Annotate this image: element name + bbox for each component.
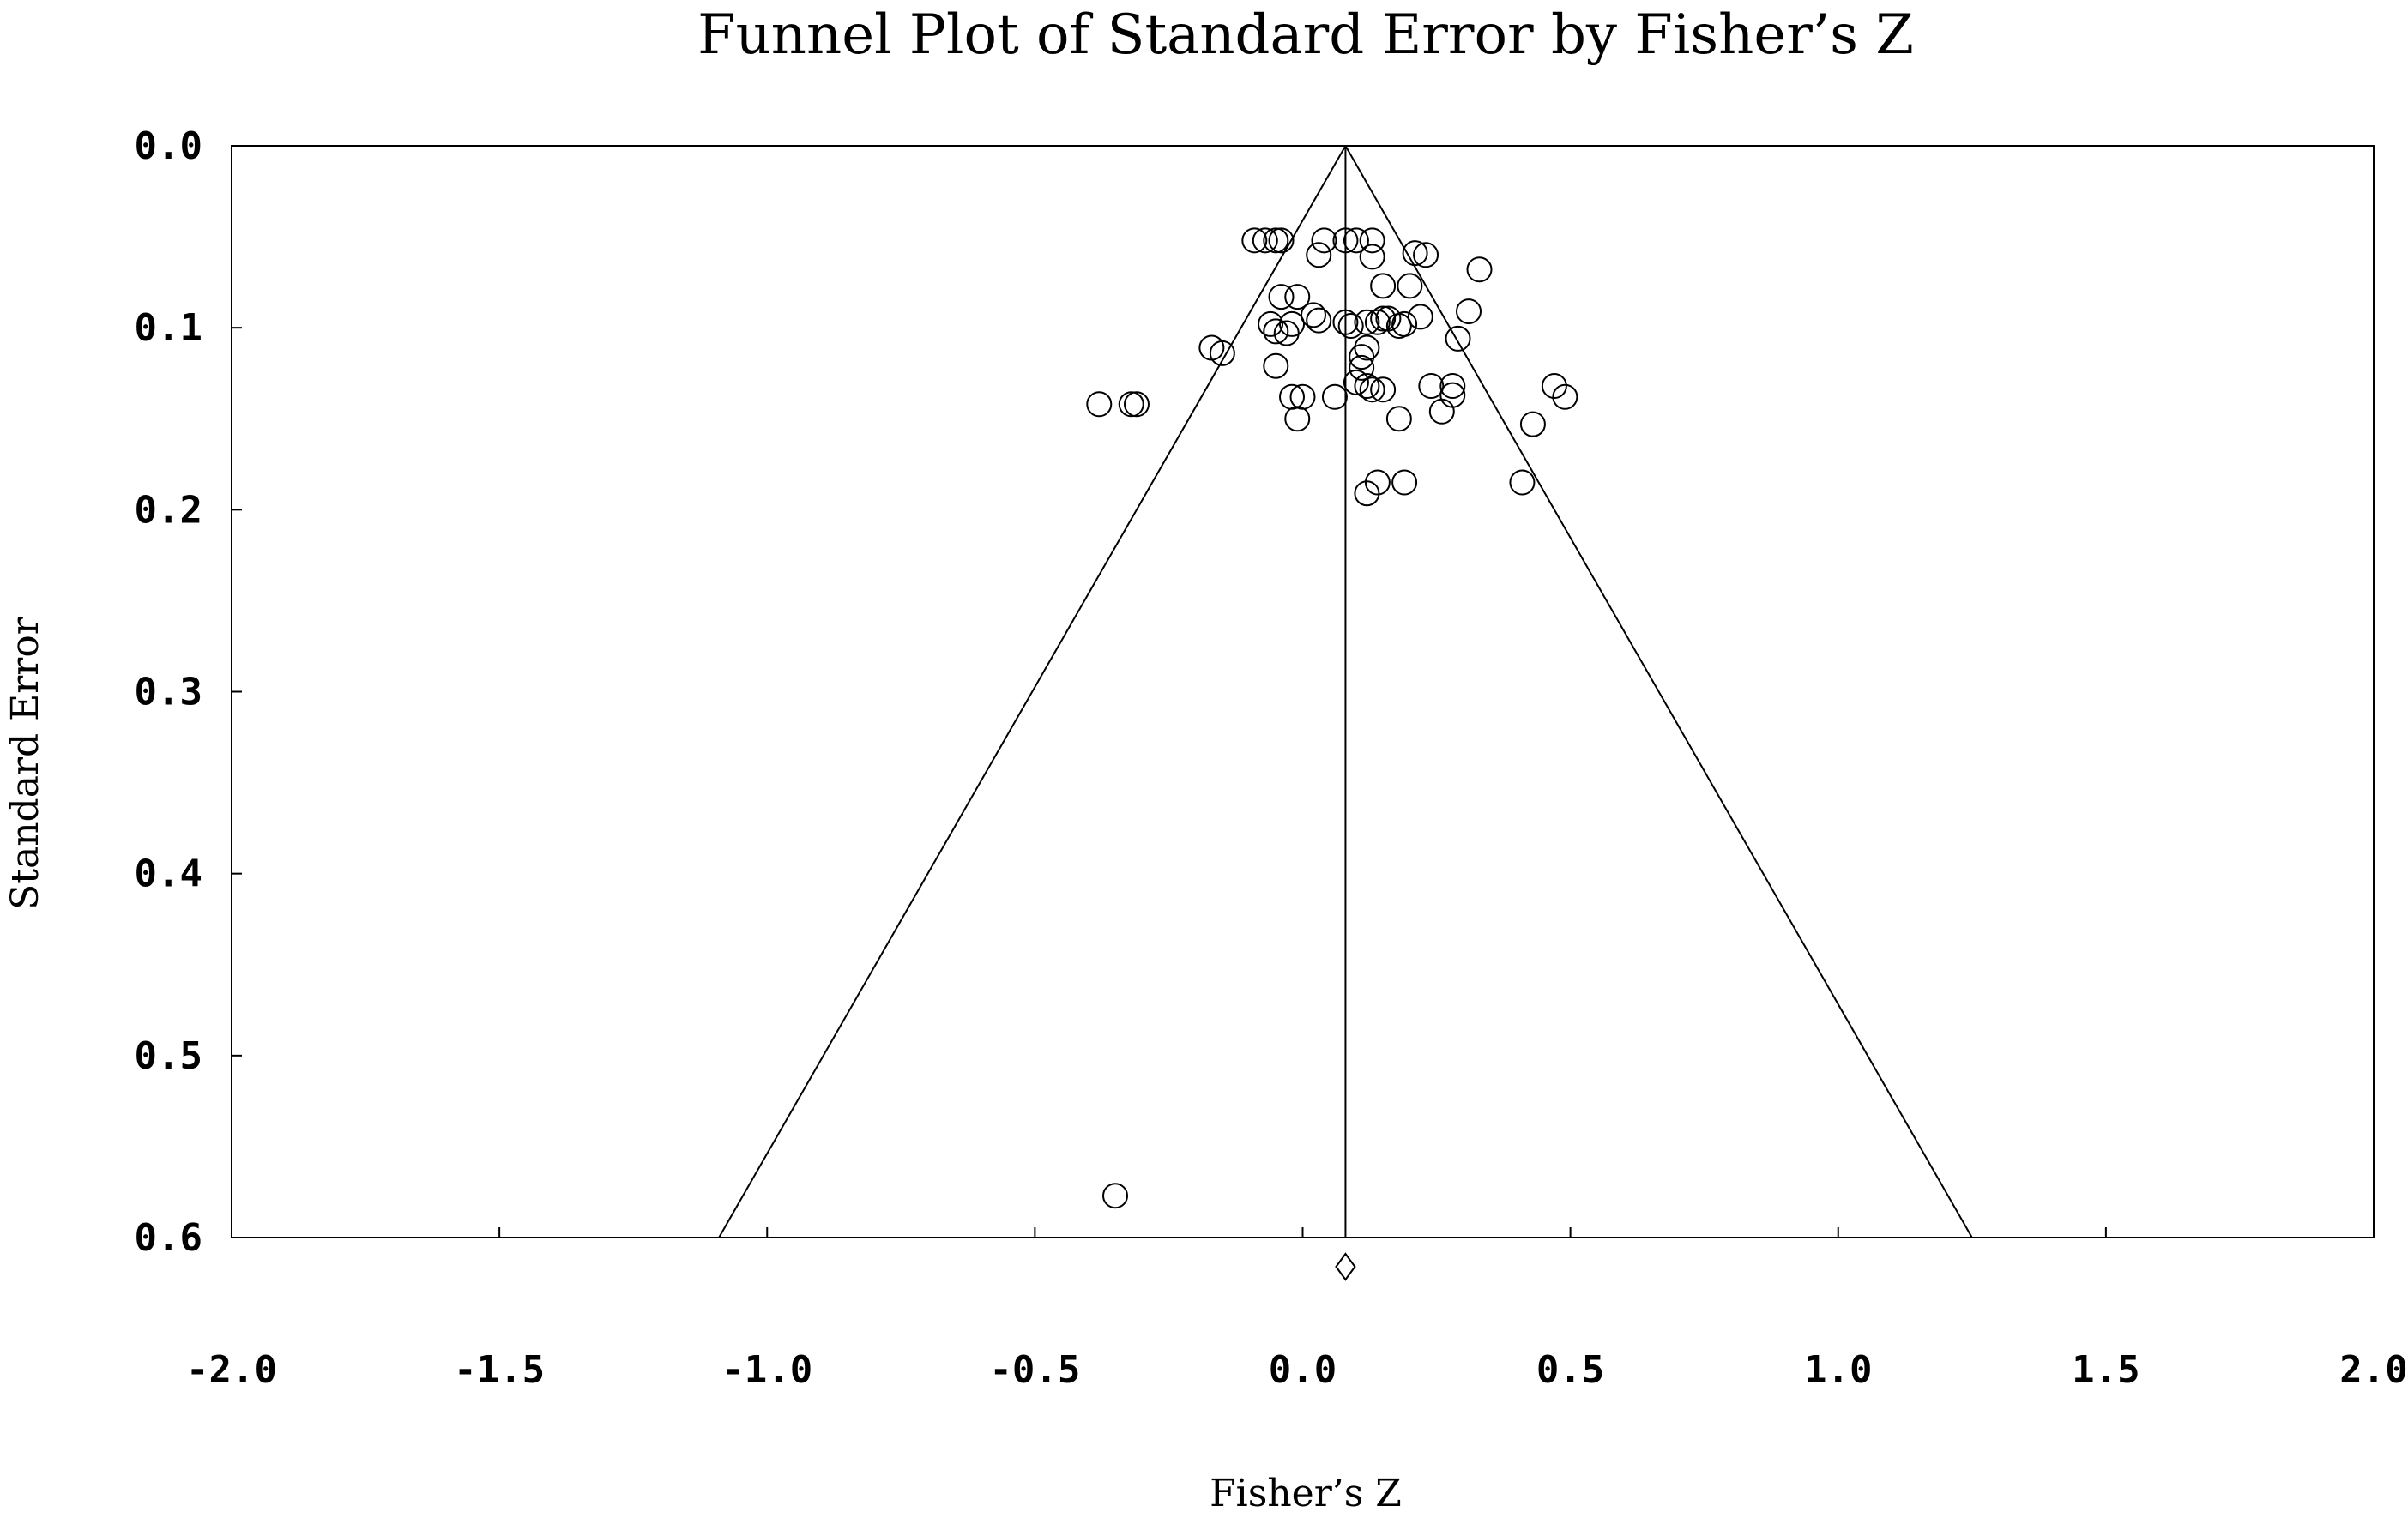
study-point — [1306, 307, 1332, 334]
study-point — [1332, 227, 1359, 254]
funnel-right-limit — [1344, 145, 1973, 1238]
x-axis-label: Fisher’s Z — [1210, 1472, 1402, 1515]
study-point — [1439, 373, 1466, 400]
y-tick-label: 0.5 — [135, 1034, 202, 1078]
study-point — [1118, 391, 1144, 418]
study-point — [1102, 1183, 1129, 1209]
study-point — [1321, 383, 1348, 410]
funnel-left-limit — [718, 145, 1347, 1238]
study-point — [1354, 373, 1380, 400]
study-point — [1370, 305, 1397, 332]
y-tick-label: 0.2 — [135, 488, 202, 532]
study-point — [1359, 227, 1385, 254]
study-point — [1268, 227, 1295, 254]
study-point — [1332, 309, 1359, 335]
study-point — [1258, 310, 1284, 337]
study-point — [1541, 373, 1567, 400]
axis-ticks: -2.0 -1.5 -1.0 -0.5 0.0 0.5 1.0 1.5 2.0 0.0 0.1 0.2… — [135, 124, 2408, 1392]
study-point — [1300, 302, 1326, 328]
study-point — [1263, 352, 1289, 379]
study-point — [1391, 469, 1418, 496]
study-point — [1370, 273, 1397, 299]
chart-title: Funnel Plot of Standard Error by Fisher’… — [697, 3, 1914, 67]
study-point — [1289, 383, 1316, 410]
study-point — [1284, 406, 1311, 432]
study-point — [1466, 256, 1493, 283]
study-point — [1263, 318, 1289, 345]
study-point — [1279, 310, 1306, 337]
study-point — [1086, 391, 1113, 418]
study-point — [1428, 398, 1455, 425]
funnel-lines — [718, 145, 1973, 1281]
x-tick-label: -1.5 — [454, 1348, 545, 1392]
study-point — [1397, 273, 1423, 299]
x-tick-label: 0.0 — [1269, 1348, 1337, 1392]
study-point — [1337, 313, 1364, 340]
study-point — [1509, 469, 1536, 496]
study-point — [1268, 284, 1295, 310]
study-point — [1273, 320, 1300, 346]
x-tick-label: 0.5 — [1536, 1348, 1604, 1392]
study-point — [1385, 406, 1412, 432]
x-tick-label: -2.0 — [186, 1348, 277, 1392]
study-point — [1402, 240, 1428, 267]
study-point — [1279, 383, 1306, 410]
study-point — [1364, 469, 1391, 496]
study-point — [1343, 227, 1369, 254]
study-point — [1413, 242, 1439, 268]
study-point — [1407, 304, 1433, 330]
x-tick-label: 1.0 — [1804, 1348, 1872, 1392]
y-tick-label: 0.0 — [135, 124, 202, 168]
x-tick-label: 2.0 — [2339, 1348, 2407, 1392]
study-point — [1354, 309, 1380, 335]
summary-diamond — [1335, 1252, 1356, 1281]
study-point — [1359, 376, 1385, 403]
study-point — [1311, 227, 1337, 254]
study-point — [1364, 309, 1391, 335]
study-point — [1306, 242, 1332, 268]
study-point — [1252, 227, 1278, 254]
x-tick-label: -0.5 — [989, 1348, 1080, 1392]
x-tick-label: -1.0 — [721, 1348, 812, 1392]
study-points — [1086, 227, 1578, 1209]
y-tick-label: 0.3 — [135, 671, 202, 714]
study-point — [1209, 340, 1235, 366]
study-point — [1263, 227, 1289, 254]
study-point — [1456, 298, 1482, 325]
study-point — [1123, 391, 1150, 418]
study-point — [1445, 325, 1471, 352]
y-tick-label: 0.1 — [135, 306, 202, 350]
study-point — [1359, 244, 1385, 270]
study-point — [1349, 344, 1375, 370]
study-point — [1519, 411, 1546, 437]
study-point — [1284, 284, 1311, 310]
study-point — [1391, 310, 1418, 337]
y-tick-label: 0.4 — [135, 852, 202, 896]
study-point — [1354, 480, 1380, 507]
y-axis-label: Standard Error — [3, 616, 47, 910]
study-point — [1343, 369, 1369, 395]
study-point — [1552, 383, 1578, 410]
study-point — [1418, 373, 1445, 400]
y-tick-label: 0.6 — [135, 1216, 202, 1260]
study-point — [1349, 354, 1375, 381]
study-point — [1241, 227, 1268, 254]
x-tick-label: 1.5 — [2072, 1348, 2139, 1392]
study-point — [1370, 376, 1397, 403]
